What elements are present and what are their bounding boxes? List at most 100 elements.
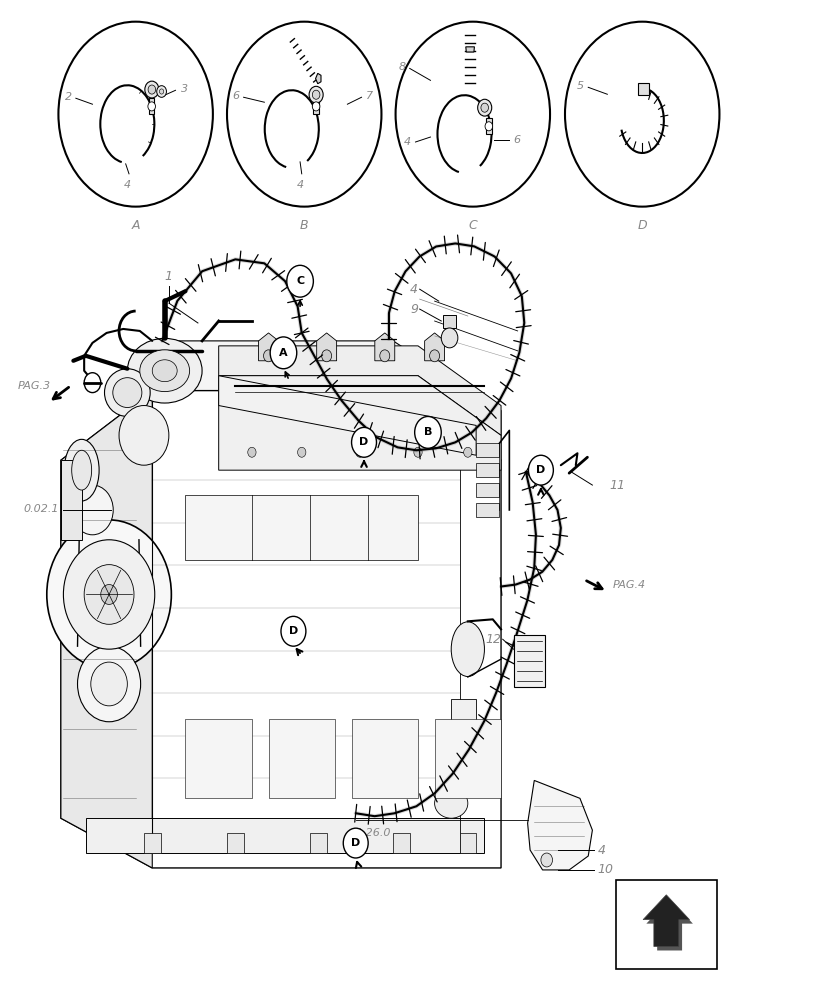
Polygon shape [152,341,501,460]
Circle shape [119,406,169,465]
Bar [513,635,545,687]
Bar [268,719,335,798]
Circle shape [84,373,101,393]
Text: 4: 4 [598,844,605,857]
Polygon shape [219,376,501,470]
Text: 5: 5 [577,81,584,91]
Circle shape [485,122,492,131]
Bar [144,833,161,853]
Bar [460,833,477,853]
Circle shape [344,828,368,858]
Text: 4: 4 [405,137,411,147]
Polygon shape [317,333,337,361]
Circle shape [148,85,155,94]
Ellipse shape [152,360,177,382]
Polygon shape [219,376,477,455]
Bar [310,833,327,853]
Ellipse shape [127,338,202,403]
Polygon shape [425,333,445,361]
Text: 8: 8 [399,62,405,72]
Circle shape [481,103,488,112]
Bar [477,443,499,457]
Bar [352,719,418,798]
Text: 4: 4 [124,180,131,190]
Circle shape [148,102,155,111]
Text: 1: 1 [164,270,172,283]
Circle shape [287,265,314,297]
Circle shape [464,447,472,457]
Circle shape [322,350,332,362]
Text: 1.26.0: 1.26.0 [355,828,391,838]
Circle shape [430,350,440,362]
Ellipse shape [104,369,150,416]
Polygon shape [258,333,278,361]
Circle shape [477,99,492,116]
Bar [477,463,499,477]
Circle shape [78,646,140,722]
Circle shape [270,337,297,369]
Polygon shape [643,895,690,947]
Text: PAG.3: PAG.3 [18,381,51,391]
Bar [451,699,477,759]
Text: 4: 4 [297,180,303,190]
Bar [393,833,410,853]
Bar [186,495,418,560]
Circle shape [352,427,376,457]
Circle shape [313,102,320,111]
Circle shape [441,328,458,348]
Circle shape [313,90,320,99]
Circle shape [72,485,113,535]
Bar [477,503,499,517]
Circle shape [263,350,273,362]
Text: D: D [359,437,369,447]
Circle shape [145,81,159,98]
Text: A: A [279,348,288,358]
Circle shape [355,447,364,457]
Polygon shape [219,346,501,435]
Polygon shape [486,118,492,134]
Bar [227,833,243,853]
Text: 12: 12 [485,633,501,646]
Bar [638,83,649,95]
Circle shape [309,86,324,103]
Text: D: D [536,465,546,475]
Bar [477,483,499,497]
Ellipse shape [64,439,99,501]
Circle shape [528,455,553,485]
Circle shape [247,447,256,457]
Circle shape [156,86,166,97]
Bar [615,880,717,969]
Polygon shape [528,780,593,870]
Ellipse shape [113,378,142,408]
Polygon shape [466,47,475,52]
Circle shape [91,662,127,706]
Text: A: A [131,219,140,232]
Text: 6: 6 [513,135,521,145]
Polygon shape [315,73,321,84]
Text: 11: 11 [609,479,625,492]
Text: D: D [351,838,360,848]
Circle shape [281,616,306,646]
Text: 7: 7 [365,91,373,101]
Polygon shape [61,391,152,868]
Circle shape [380,350,390,362]
Text: D: D [637,219,647,232]
Circle shape [298,447,306,457]
Ellipse shape [451,622,484,677]
Polygon shape [149,98,155,114]
Circle shape [47,520,171,669]
Polygon shape [61,460,82,540]
Bar [435,719,501,798]
Polygon shape [61,391,501,868]
Text: 2: 2 [64,92,72,102]
Polygon shape [375,333,395,361]
Polygon shape [314,98,319,114]
Ellipse shape [140,350,190,392]
Text: 4: 4 [410,283,418,296]
Polygon shape [86,818,484,853]
Circle shape [160,89,164,94]
Circle shape [101,585,117,604]
Text: 3: 3 [181,84,188,94]
Bar [186,719,252,798]
Text: C: C [296,276,304,286]
